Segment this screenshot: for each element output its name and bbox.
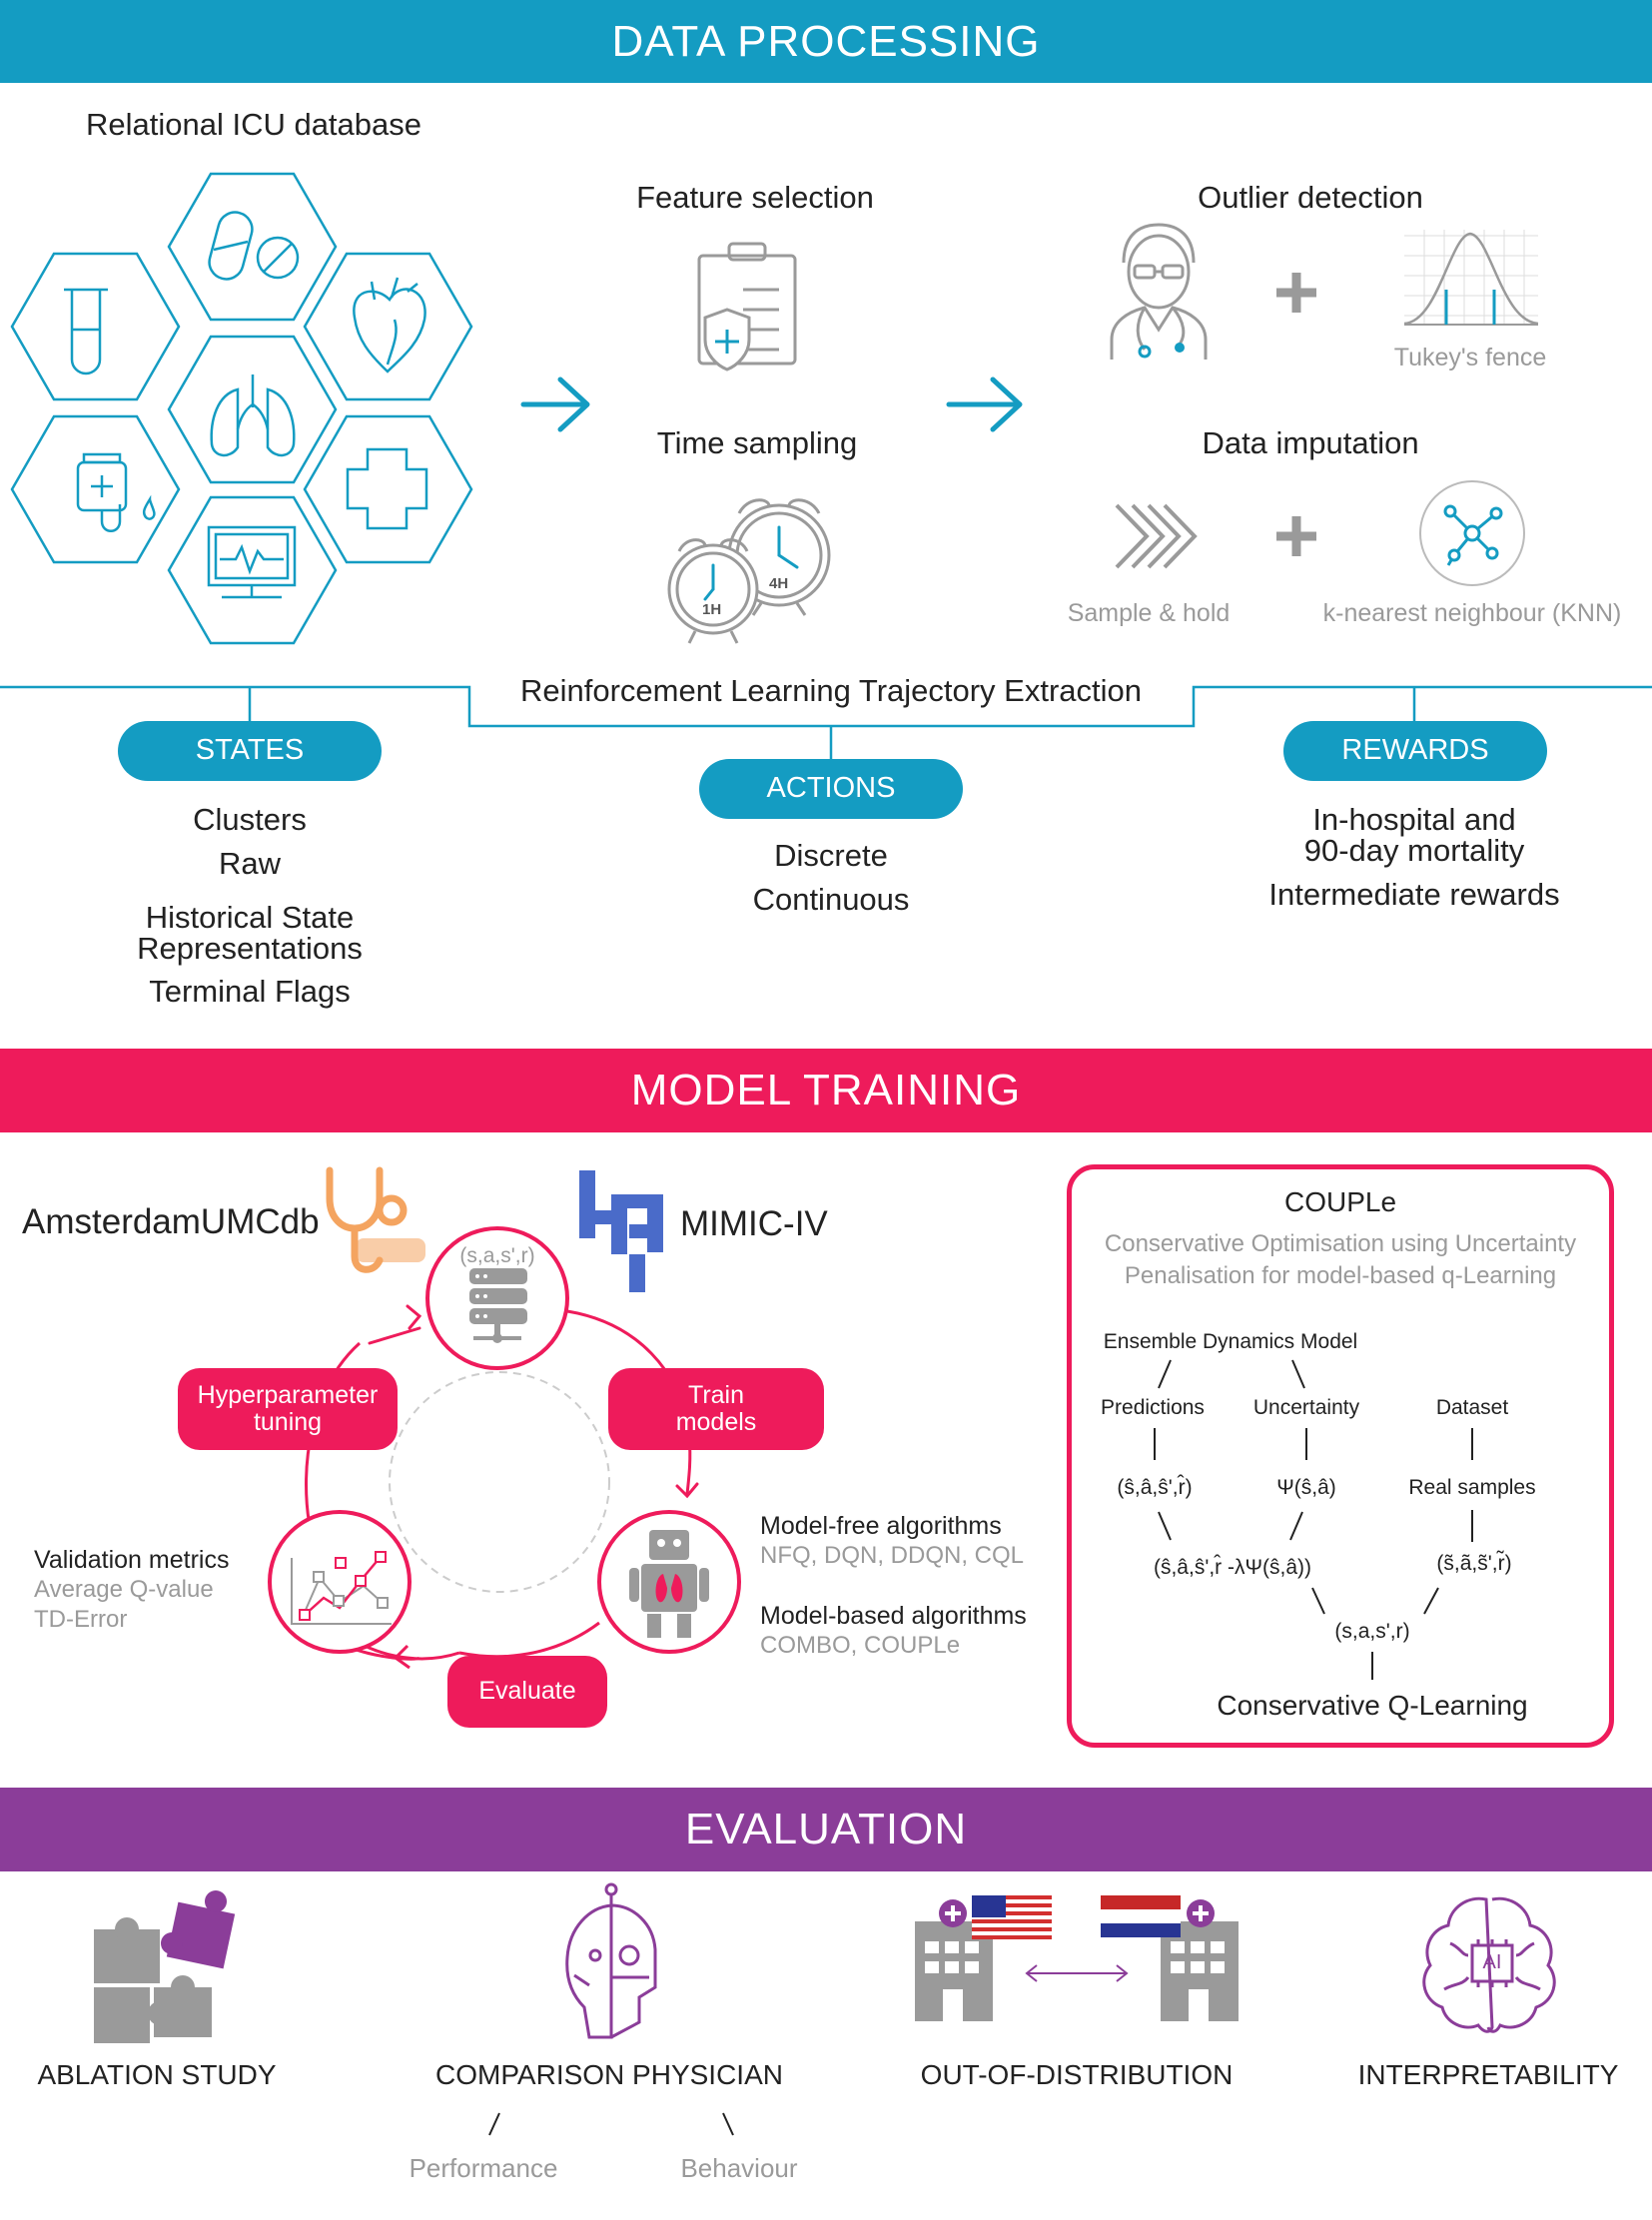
actions-item: Discrete xyxy=(774,838,888,873)
behaviour-label: Behaviour xyxy=(680,2153,798,2183)
ai-chip-label: AI xyxy=(1482,1951,1502,1973)
predictions-label: Predictions xyxy=(1101,1396,1205,1419)
couple-box xyxy=(1067,1164,1614,1748)
real-samples-label: Real samples xyxy=(1408,1476,1536,1499)
couple-title: COUPLe xyxy=(1283,1186,1397,1217)
rewards-item: Intermediate rewards xyxy=(1268,877,1560,912)
train-line-2: models xyxy=(675,1408,757,1436)
banner-model-training: MODEL TRAINING xyxy=(0,1049,1652,1132)
rewards-pill: REWARDS xyxy=(1283,721,1547,781)
clock-4h-label: 4H xyxy=(769,575,789,592)
states-item: Raw xyxy=(218,846,282,881)
interpretability-label: INTERPRETABILITY xyxy=(1357,2059,1619,2090)
ensemble-label: Ensemble Dynamics Model xyxy=(1103,1330,1358,1353)
dataset-label: Dataset xyxy=(1435,1396,1509,1419)
validation-metric-item: Average Q-value xyxy=(34,1576,214,1603)
feature-selection-label: Feature selection xyxy=(636,180,874,215)
rewards-item: 90-day mortality xyxy=(1303,833,1525,868)
validation-metric-item: TD-Error xyxy=(34,1606,128,1633)
states-pill: STATES xyxy=(118,721,382,781)
rewards-item: In-hospital and xyxy=(1312,802,1516,837)
states-item: Terminal Flags xyxy=(149,974,351,1009)
hyper-line-1: Hyperparameter xyxy=(197,1380,379,1409)
sample-hold-label: Sample & hold xyxy=(1067,599,1231,627)
states-item: Historical State xyxy=(145,900,355,935)
uncertainty-label: Uncertainty xyxy=(1252,1396,1360,1419)
hyper-line-2: tuning xyxy=(253,1408,323,1436)
psi-label: Ψ(ŝ,â) xyxy=(1276,1476,1336,1499)
data-imputation-label: Data imputation xyxy=(1202,425,1419,460)
predicted-tuple: (ŝ,â,ŝ',r̂) xyxy=(1117,1476,1193,1499)
database-label: Relational ICU database xyxy=(85,107,422,142)
actions-pill: ACTIONS xyxy=(699,759,963,819)
outlier-detection-label: Outlier detection xyxy=(1198,180,1423,215)
mimic-logo-text: MIMIC-IV xyxy=(680,1204,828,1243)
clock-1h-label: 1H xyxy=(702,601,722,618)
hyperparameter-tuning-pill: Hyperparameter tuning xyxy=(178,1368,398,1450)
combined-tuple: (s,a,s',r) xyxy=(1334,1620,1410,1643)
trajectory-title: Reinforcement Learning Trajectory Extrac… xyxy=(513,673,1149,709)
comparison-label: COMPARISON PHYSICIAN xyxy=(435,2059,783,2090)
couple-subtitle: Conservative Optimisation using Uncertai… xyxy=(1104,1230,1577,1257)
banner-evaluation: EVALUATION xyxy=(0,1788,1652,1871)
evaluate-pill: Evaluate xyxy=(447,1656,607,1728)
train-models-pill: Train models xyxy=(608,1368,824,1450)
train-line-1: Train xyxy=(687,1380,745,1409)
ablation-label: ABLATION STUDY xyxy=(37,2059,277,2090)
real-tuple: (s̃,ã,s̃',r̃) xyxy=(1436,1552,1512,1575)
states-item: Representations xyxy=(137,931,363,966)
model-free-title: Model-free algorithms xyxy=(760,1512,1002,1540)
ood-label: OUT-OF-DISTRIBUTION xyxy=(920,2059,1234,2090)
states-item: Clusters xyxy=(193,802,307,837)
couple-subtitle: Penalisation for model-based q-Learning xyxy=(1124,1262,1557,1289)
performance-label: Performance xyxy=(409,2153,558,2183)
model-based-list: COMBO, COUPLe xyxy=(760,1632,961,1659)
validation-metrics-title: Validation metrics xyxy=(34,1546,230,1574)
knn-label: k-nearest neighbour (KNN) xyxy=(1322,599,1622,627)
tuple-label: (s,a,s',r) xyxy=(459,1244,535,1267)
model-based-title: Model-based algorithms xyxy=(760,1602,1027,1630)
model-free-list: NFQ, DQN, DDQN, CQL xyxy=(760,1542,1025,1569)
cql-label: Conservative Q-Learning xyxy=(1217,1690,1528,1721)
banner-data-processing: DATA PROCESSING xyxy=(0,0,1652,83)
penalised-tuple: (ŝ,â,ŝ',r̂ -λΨ(ŝ,â)) xyxy=(1153,1556,1312,1579)
time-sampling-label: Time sampling xyxy=(656,425,858,460)
tukey-label: Tukey's fence xyxy=(1393,344,1547,371)
amsterdam-logo-text: AmsterdamUMCdb xyxy=(22,1202,320,1241)
actions-item: Continuous xyxy=(752,882,910,917)
